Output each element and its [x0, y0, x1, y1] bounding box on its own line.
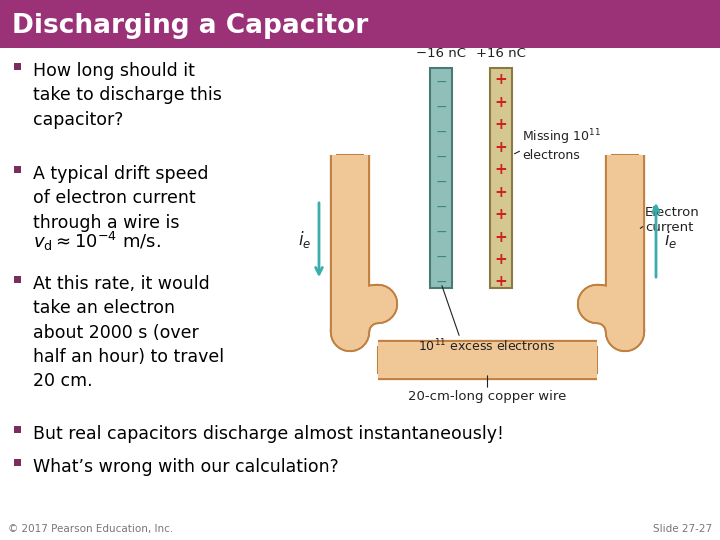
Text: +: + [495, 72, 508, 87]
Text: A typical drift speed
of electron current
through a wire is: A typical drift speed of electron curren… [33, 165, 209, 232]
Text: Electron
current: Electron current [645, 206, 700, 234]
Text: −: − [435, 225, 447, 239]
Bar [0, 0, 720, 48]
Bar [430, 68, 452, 288]
Text: −: − [435, 125, 447, 139]
Text: Missing 10$^{11}$
electrons: Missing 10$^{11}$ electrons [522, 127, 601, 163]
Text: $i_e$: $i_e$ [298, 230, 311, 251]
Bar [490, 68, 512, 288]
Bar [14, 426, 21, 433]
Text: −: − [435, 175, 447, 189]
Text: +: + [495, 274, 508, 289]
Text: +: + [495, 207, 508, 222]
Bar [378, 347, 597, 373]
Text: Slide 27-27: Slide 27-27 [653, 524, 712, 534]
Bar [612, 155, 638, 332]
Text: −: − [435, 200, 447, 214]
Text: $10^{11}$ excess electrons: $10^{11}$ excess electrons [418, 338, 556, 355]
Bar [14, 166, 21, 173]
Text: At this rate, it would
take an electron
about 2000 s (over
half an hour) to trav: At this rate, it would take an electron … [33, 275, 224, 390]
Text: What’s wrong with our calculation?: What’s wrong with our calculation? [33, 458, 338, 476]
Bar [14, 63, 21, 70]
Text: $i_e$: $i_e$ [664, 230, 678, 251]
Text: How long should it
take to discharge this
capacitor?: How long should it take to discharge thi… [33, 62, 222, 129]
Text: +: + [495, 95, 508, 110]
Text: −: − [435, 75, 447, 89]
Text: Discharging a Capacitor: Discharging a Capacitor [12, 13, 368, 39]
Text: −: − [435, 275, 447, 289]
Text: 20-cm-long copper wire: 20-cm-long copper wire [408, 390, 567, 403]
Text: But real capacitors discharge almost instantaneously!: But real capacitors discharge almost ins… [33, 425, 504, 443]
Text: © 2017 Pearson Education, Inc.: © 2017 Pearson Education, Inc. [8, 524, 174, 534]
Text: −16 nC: −16 nC [416, 47, 466, 60]
Text: +: + [495, 140, 508, 155]
Text: −: − [435, 100, 447, 114]
Text: +: + [495, 230, 508, 245]
Text: +: + [495, 117, 508, 132]
Bar [14, 459, 21, 466]
Text: +16 nC: +16 nC [476, 47, 526, 60]
Bar [14, 276, 21, 283]
Text: +: + [495, 185, 508, 200]
Text: +: + [495, 252, 508, 267]
Text: −: − [435, 250, 447, 264]
Bar [337, 155, 363, 332]
Text: +: + [495, 163, 508, 177]
Text: −: − [435, 150, 447, 164]
Text: $v_\mathrm{d} \approx 10^{-4}$ m/s.: $v_\mathrm{d} \approx 10^{-4}$ m/s. [33, 230, 161, 253]
